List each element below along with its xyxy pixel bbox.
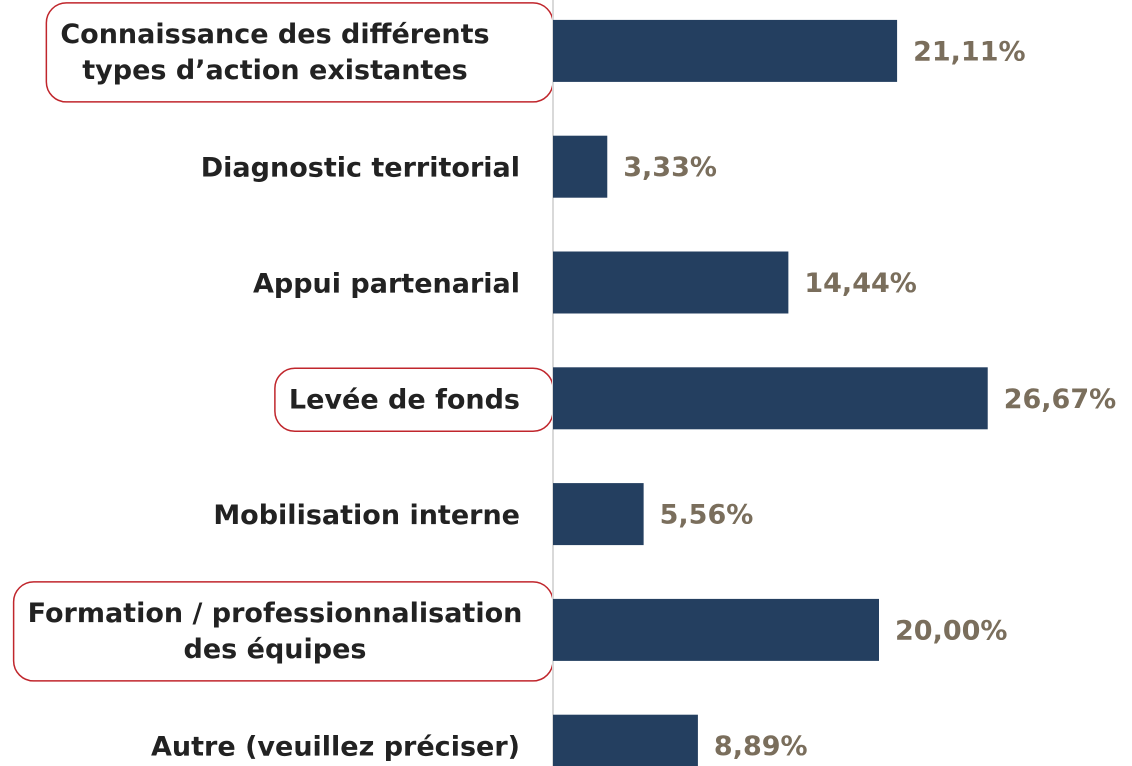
value-label: 20,00% xyxy=(895,615,1007,646)
value-label: 3,33% xyxy=(623,152,717,183)
bar xyxy=(553,367,988,430)
value-label: 21,11% xyxy=(913,36,1025,67)
bar xyxy=(553,598,879,661)
value-label: 14,44% xyxy=(804,268,916,299)
category-label: Levée de fonds xyxy=(289,384,520,415)
category-label: Autre (veuillez préciser) xyxy=(151,732,520,763)
category-label: Diagnostic territorial xyxy=(201,153,520,184)
bar xyxy=(553,19,898,82)
category-label: Mobilisation interne xyxy=(213,500,520,531)
highlight-box xyxy=(45,2,554,103)
highlight-box xyxy=(12,581,554,682)
category-label: Formation / professionnalisation des équi… xyxy=(28,598,523,665)
bar xyxy=(553,483,644,546)
bar xyxy=(553,714,698,766)
value-label: 5,56% xyxy=(660,500,754,531)
category-label: Connaissance des différents types d’actio… xyxy=(60,19,489,86)
value-label: 8,89% xyxy=(714,731,808,762)
bar xyxy=(553,251,789,314)
value-label: 26,67% xyxy=(1004,384,1116,415)
category-label: Appui partenarial xyxy=(253,269,520,300)
bar xyxy=(553,135,608,198)
